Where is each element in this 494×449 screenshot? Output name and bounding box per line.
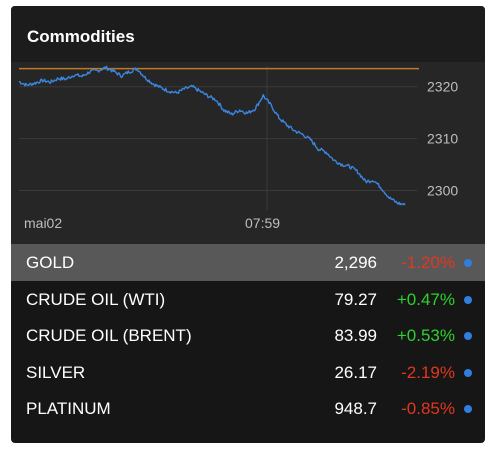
- chart-svg: 2320 2310 2300 mai02 07:59: [18, 65, 458, 231]
- commodity-name: SILVER: [26, 362, 86, 382]
- commodity-row-silver[interactable]: SILVER 26.17 -2.19%: [11, 354, 485, 391]
- commodity-row-gold[interactable]: GOLD 2,296 -1.20%: [11, 244, 485, 281]
- status-dot-icon: [464, 332, 472, 341]
- commodity-row-crude-oil-wti[interactable]: CRUDE OIL (WTI) 79.27 +0.47%: [11, 281, 485, 318]
- commodity-name: GOLD: [26, 253, 75, 272]
- y-tick-label: 2320: [427, 79, 458, 95]
- status-dot-icon: [464, 368, 472, 377]
- commodity-price: 26.17: [334, 362, 377, 382]
- widget-header: Commodities: [11, 6, 485, 62]
- commodity-price: 83.99: [334, 326, 377, 346]
- commodity-name: CRUDE OIL (BRENT): [26, 326, 192, 346]
- commodity-price: 2,296: [334, 253, 377, 272]
- commodity-price: 79.27: [334, 289, 377, 309]
- widget-title: Commodities: [27, 27, 135, 46]
- status-dot-icon: [464, 259, 472, 267]
- status-dot-icon: [464, 405, 472, 414]
- commodity-row-platinum[interactable]: PLATINUM 948.7 -0.85%: [11, 390, 485, 427]
- commodities-widget: Commodities 2320 2310 2300 mai02 07:59 GOLD …: [11, 6, 485, 443]
- commodity-price: 948.7: [334, 399, 377, 419]
- commodity-change: -0.85%: [401, 399, 455, 419]
- commodity-change: +0.53%: [396, 326, 455, 346]
- price-chart[interactable]: 2320 2310 2300 mai02 07:59: [11, 62, 485, 244]
- x-tick-label: mai02: [24, 215, 62, 231]
- commodity-change: +0.47%: [396, 289, 455, 309]
- commodity-name: PLATINUM: [26, 399, 111, 419]
- x-tick-label: 07:59: [245, 215, 280, 231]
- commodity-change: -2.19%: [401, 362, 455, 382]
- y-tick-label: 2300: [427, 182, 458, 198]
- status-dot-icon: [464, 295, 472, 304]
- commodity-name: CRUDE OIL (WTI): [26, 289, 166, 309]
- commodity-list: GOLD 2,296 -1.20% CRUDE OIL (WTI) 79.27 …: [11, 244, 485, 427]
- y-tick-label: 2310: [427, 131, 458, 147]
- commodity-change: -1.20%: [401, 253, 455, 272]
- gold-price-line: [18, 65, 406, 206]
- commodity-row-crude-oil-brent[interactable]: CRUDE OIL (BRENT) 83.99 +0.53%: [11, 317, 485, 354]
